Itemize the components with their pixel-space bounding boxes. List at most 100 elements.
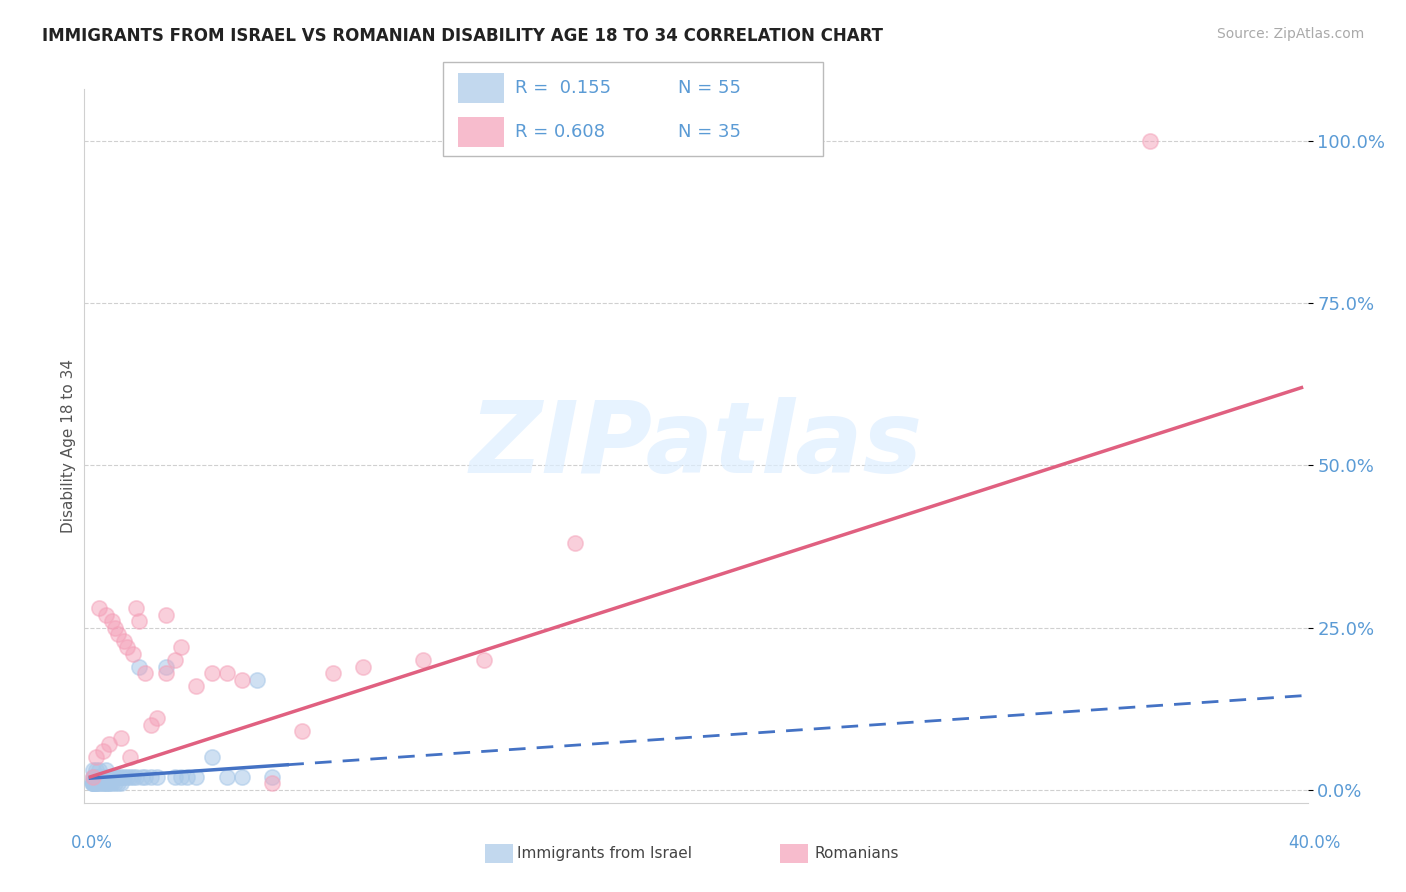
Point [564, 536, 586, 550]
Point [139, 770, 162, 784]
Point [89, 776, 111, 790]
Point [89, 770, 111, 784]
Point [352, 659, 374, 673]
Text: ZIPatlas: ZIPatlas [470, 398, 922, 494]
Point [134, 770, 156, 784]
Point [200, 750, 222, 764]
Point [115, 640, 138, 654]
Point [170, 640, 193, 654]
Point [89, 776, 111, 790]
Text: Romanians: Romanians [814, 847, 898, 861]
Point [82, 764, 104, 778]
Point [262, 770, 284, 784]
Point [231, 770, 253, 784]
Point [118, 770, 141, 784]
Point [165, 653, 187, 667]
Point [139, 718, 162, 732]
Point [1139, 134, 1161, 148]
Point [262, 776, 284, 790]
Text: N = 35: N = 35 [678, 123, 741, 141]
Point [128, 614, 150, 628]
Point [100, 770, 122, 784]
Point [115, 770, 138, 784]
Point [246, 673, 269, 687]
Point [170, 770, 193, 784]
Text: 0.0%: 0.0% [70, 834, 112, 852]
Point [472, 653, 495, 667]
Point [94, 776, 117, 790]
Point [215, 770, 238, 784]
Point [97, 776, 120, 790]
Point [128, 659, 150, 673]
Point [121, 647, 143, 661]
Point [86, 770, 108, 784]
Point [97, 776, 120, 790]
Point [104, 770, 127, 784]
Point [94, 607, 117, 622]
Point [200, 666, 222, 681]
Point [89, 601, 111, 615]
Point [155, 659, 177, 673]
Point [125, 770, 148, 784]
Point [87, 770, 110, 784]
Point [118, 750, 141, 764]
Text: IMMIGRANTS FROM ISRAEL VS ROMANIAN DISABILITY AGE 18 TO 34 CORRELATION CHART: IMMIGRANTS FROM ISRAEL VS ROMANIAN DISAB… [42, 27, 883, 45]
Point [104, 776, 127, 790]
Point [107, 770, 129, 784]
Point [86, 776, 108, 790]
Point [112, 633, 135, 648]
Text: N = 55: N = 55 [678, 78, 741, 96]
Point [94, 770, 117, 784]
Point [86, 764, 108, 778]
Point [86, 776, 108, 790]
Point [89, 764, 111, 778]
Point [155, 607, 177, 622]
Text: R =  0.155: R = 0.155 [515, 78, 612, 96]
Point [82, 770, 104, 784]
Point [112, 770, 135, 784]
Point [291, 724, 314, 739]
Text: R = 0.608: R = 0.608 [515, 123, 605, 141]
Point [146, 711, 169, 725]
Point [146, 770, 169, 784]
Point [215, 666, 238, 681]
Point [100, 776, 122, 790]
Point [82, 776, 104, 790]
Point [412, 653, 434, 667]
Point [176, 770, 198, 784]
Point [91, 770, 114, 784]
Text: Immigrants from Israel: Immigrants from Israel [517, 847, 692, 861]
Point [83, 770, 105, 784]
Point [91, 776, 114, 790]
Point [80, 776, 103, 790]
Point [322, 666, 344, 681]
Point [82, 776, 104, 790]
Point [186, 679, 208, 693]
Point [110, 731, 132, 745]
Point [82, 770, 104, 784]
Text: Source: ZipAtlas.com: Source: ZipAtlas.com [1216, 27, 1364, 41]
Text: 40.0%: 40.0% [1288, 834, 1341, 852]
Point [110, 776, 132, 790]
Y-axis label: Disability Age 18 to 34: Disability Age 18 to 34 [60, 359, 76, 533]
Point [82, 776, 104, 790]
Point [97, 770, 120, 784]
Point [91, 744, 114, 758]
Point [134, 666, 156, 681]
Point [186, 770, 208, 784]
Point [84, 776, 107, 790]
Point [97, 738, 120, 752]
Bar [458, 73, 503, 103]
Bar [458, 117, 503, 147]
Point [231, 673, 253, 687]
Point [100, 614, 122, 628]
Point [91, 776, 114, 790]
Point [110, 770, 132, 784]
Point [125, 601, 148, 615]
Point [165, 770, 187, 784]
Point [121, 770, 143, 784]
Point [107, 776, 129, 790]
Point [86, 750, 108, 764]
Point [104, 621, 127, 635]
Point [155, 666, 177, 681]
